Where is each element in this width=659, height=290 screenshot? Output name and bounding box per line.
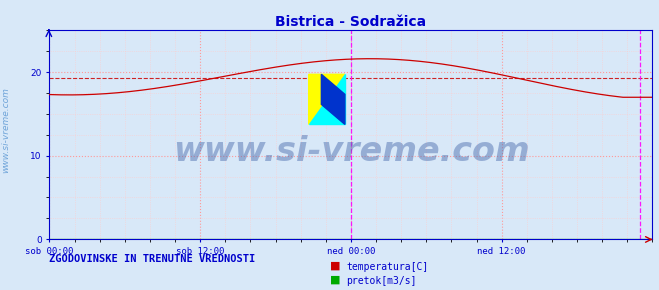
Text: www.si-vreme.com: www.si-vreme.com: [1, 88, 10, 173]
Text: www.si-vreme.com: www.si-vreme.com: [173, 135, 529, 168]
Text: pretok[m3/s]: pretok[m3/s]: [346, 276, 416, 286]
Text: temperatura[C]: temperatura[C]: [346, 262, 428, 272]
Polygon shape: [322, 74, 345, 124]
Text: ■: ■: [330, 260, 340, 270]
Polygon shape: [308, 74, 345, 124]
Text: ■: ■: [330, 275, 340, 285]
Text: ZGODOVINSKE IN TRENUTNE VREDNOSTI: ZGODOVINSKE IN TRENUTNE VREDNOSTI: [49, 254, 256, 264]
Title: Bistrica - Sodražica: Bistrica - Sodražica: [275, 15, 426, 29]
Polygon shape: [308, 74, 345, 124]
